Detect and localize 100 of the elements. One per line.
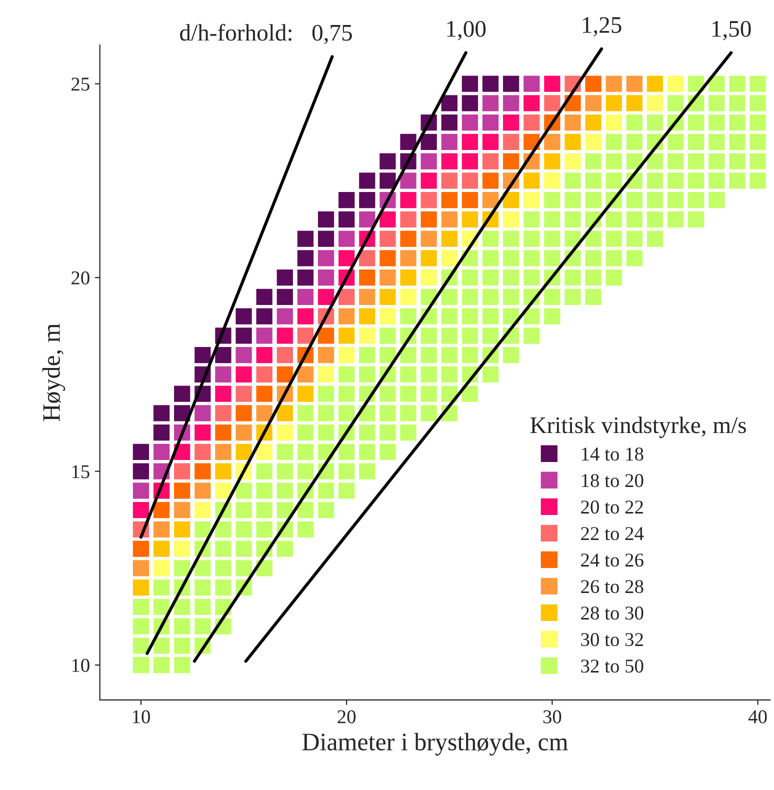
point	[420, 192, 437, 208]
series-label: 1,25	[582, 17, 622, 36]
point	[256, 386, 272, 402]
point	[441, 250, 458, 266]
point	[441, 192, 458, 208]
point	[236, 405, 252, 422]
point	[420, 153, 437, 170]
point	[132, 540, 150, 557]
point	[174, 521, 190, 538]
point	[132, 502, 150, 518]
point	[400, 288, 416, 305]
point	[646, 76, 664, 92]
point	[297, 269, 314, 286]
point	[482, 172, 499, 189]
point	[276, 328, 293, 344]
point	[482, 192, 499, 208]
point	[606, 76, 622, 92]
legend-label: 32 to 50	[581, 660, 644, 673]
point	[564, 114, 581, 131]
point	[318, 250, 334, 266]
point	[338, 328, 355, 344]
point	[420, 250, 437, 266]
legend-label: 14 to 18	[582, 448, 644, 461]
point	[400, 172, 416, 189]
point	[236, 366, 252, 382]
legend-label: 20 to 22	[581, 500, 643, 514]
x-tick-label: 40	[748, 710, 767, 724]
point	[194, 346, 211, 364]
point	[174, 540, 190, 557]
point	[132, 482, 150, 499]
point	[441, 211, 458, 228]
point	[380, 288, 396, 305]
legend-label: 24 to 26	[581, 554, 644, 567]
point	[318, 269, 334, 286]
point	[236, 346, 252, 364]
point	[215, 424, 232, 441]
point	[153, 405, 170, 422]
point	[276, 346, 293, 364]
point	[174, 463, 190, 480]
point	[256, 444, 272, 460]
point	[380, 308, 396, 324]
point	[297, 288, 314, 305]
point	[626, 76, 642, 92]
point	[256, 346, 272, 364]
point	[380, 211, 396, 228]
point	[646, 95, 664, 112]
point	[482, 114, 499, 131]
point	[420, 211, 437, 228]
point	[462, 95, 478, 112]
point	[524, 172, 540, 189]
point	[462, 76, 478, 92]
point	[544, 172, 560, 189]
point	[338, 250, 355, 266]
y-tick-label: 25	[72, 78, 90, 91]
point	[380, 250, 396, 266]
x-tick-label: 30	[543, 710, 562, 724]
point	[132, 560, 150, 576]
point	[502, 114, 520, 131]
point	[215, 482, 232, 499]
point	[482, 95, 499, 112]
point	[524, 76, 540, 92]
point	[256, 288, 272, 305]
point	[441, 95, 458, 112]
point	[276, 405, 293, 422]
point	[215, 346, 232, 364]
point	[502, 192, 520, 208]
point	[318, 346, 334, 364]
point	[318, 211, 334, 228]
point	[276, 366, 293, 382]
point	[502, 95, 520, 112]
point	[359, 172, 376, 189]
point	[606, 114, 622, 131]
point	[236, 328, 252, 344]
point	[585, 114, 602, 131]
point	[174, 502, 190, 518]
point	[318, 328, 334, 344]
point	[441, 230, 458, 247]
point	[441, 114, 458, 131]
text: d/h-forhold:	[180, 24, 292, 41]
point	[502, 76, 520, 92]
point	[482, 134, 499, 150]
point	[174, 482, 190, 499]
point	[380, 230, 396, 247]
point	[544, 153, 560, 170]
series-label: 0,75	[312, 24, 352, 44]
point	[544, 76, 560, 92]
point	[318, 288, 334, 305]
x-axis-title: Diameter i brysthøyde, cm	[302, 732, 568, 756]
point	[194, 482, 211, 499]
point	[502, 134, 520, 150]
point	[482, 76, 499, 92]
point	[544, 134, 560, 150]
point	[236, 424, 252, 441]
point	[524, 95, 540, 112]
legend-label: 22 to 24	[581, 527, 644, 540]
point	[462, 172, 478, 189]
point	[132, 579, 150, 596]
point	[400, 192, 416, 208]
point	[585, 95, 602, 112]
point	[380, 172, 396, 189]
